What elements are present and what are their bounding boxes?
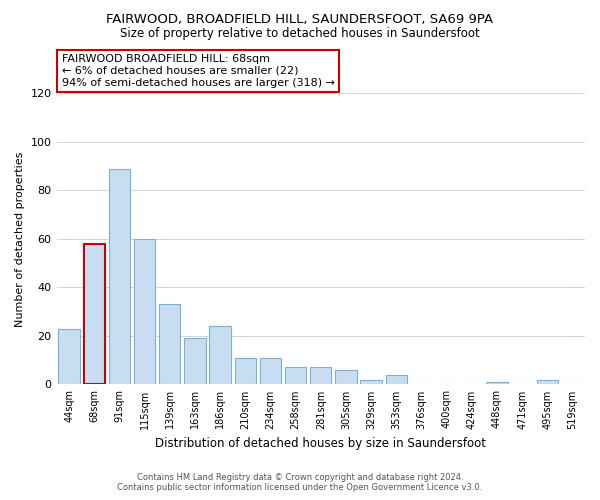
Bar	[285, 368, 307, 384]
Bar	[184, 338, 206, 384]
Bar	[134, 239, 155, 384]
Bar	[361, 380, 382, 384]
Text: Size of property relative to detached houses in Saundersfoot: Size of property relative to detached ho…	[120, 28, 480, 40]
Bar	[159, 304, 181, 384]
Bar	[209, 326, 231, 384]
Text: FAIRWOOD, BROADFIELD HILL, SAUNDERSFOOT, SA69 9PA: FAIRWOOD, BROADFIELD HILL, SAUNDERSFOOT,…	[106, 12, 494, 26]
Y-axis label: Number of detached properties: Number of detached properties	[15, 151, 25, 326]
Bar	[386, 374, 407, 384]
X-axis label: Distribution of detached houses by size in Saundersfoot: Distribution of detached houses by size …	[155, 437, 486, 450]
Bar	[83, 244, 105, 384]
Bar	[235, 358, 256, 384]
Bar	[58, 328, 80, 384]
Bar	[486, 382, 508, 384]
Bar	[536, 380, 558, 384]
Bar	[310, 368, 331, 384]
Bar	[109, 168, 130, 384]
Bar	[260, 358, 281, 384]
Text: FAIRWOOD BROADFIELD HILL: 68sqm
← 6% of detached houses are smaller (22)
94% of : FAIRWOOD BROADFIELD HILL: 68sqm ← 6% of …	[62, 54, 335, 88]
Bar	[335, 370, 356, 384]
Text: Contains HM Land Registry data © Crown copyright and database right 2024.
Contai: Contains HM Land Registry data © Crown c…	[118, 473, 482, 492]
